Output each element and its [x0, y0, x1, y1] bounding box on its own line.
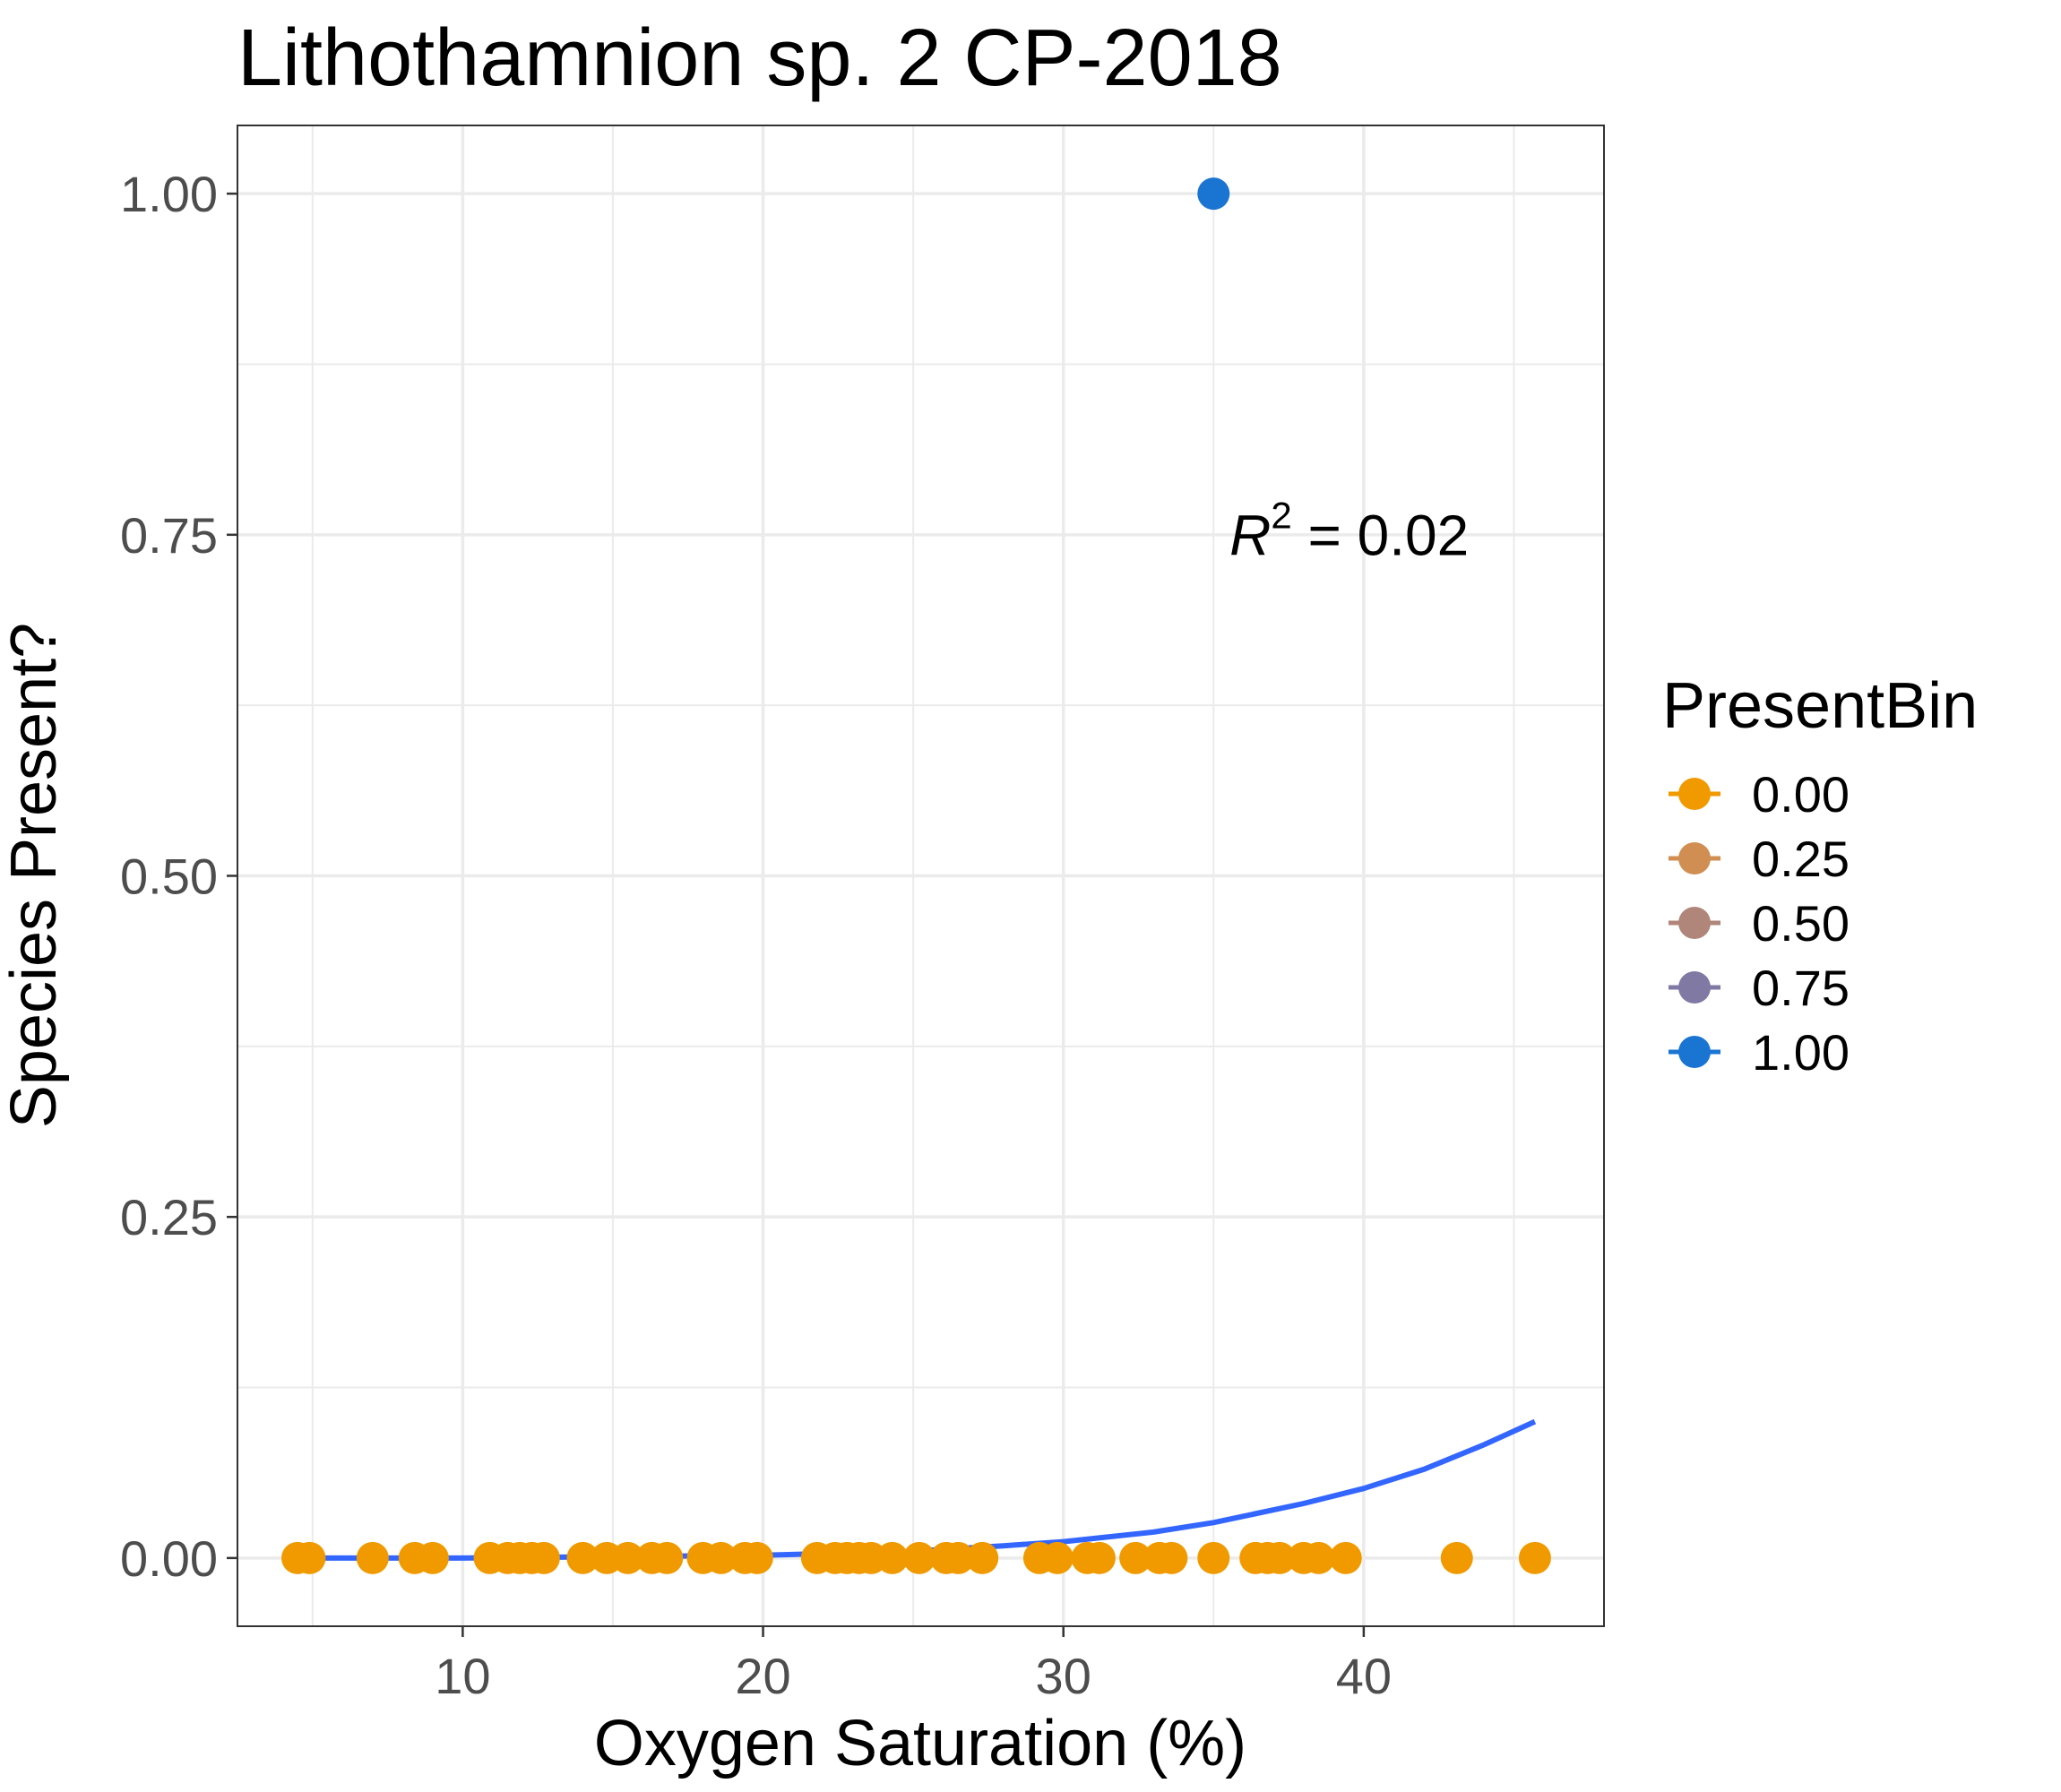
plot-panel: R2 = 0.02	[237, 125, 1605, 1627]
data-point-0-35	[1155, 1541, 1188, 1574]
legend: PresentBin 0.00 0.25 0.50 0.75 1.00	[1662, 670, 1978, 1081]
data-point-0-27	[942, 1541, 975, 1574]
x-tick-label-0: 10	[435, 1648, 490, 1704]
data-point-0-41	[1302, 1541, 1335, 1574]
data-point-0-10	[566, 1541, 599, 1574]
data-point-0-9	[527, 1541, 560, 1574]
legend-key-2	[1678, 907, 1711, 939]
y-tick-label-3: 0.75	[120, 507, 218, 564]
x-tick-label-1: 20	[735, 1648, 790, 1704]
chart-title: Lithothamnion sp. 2 CP-2018	[237, 13, 1282, 103]
legend-entry-4: 1.00	[1669, 1024, 1850, 1081]
data-point-0-16	[704, 1541, 737, 1574]
legend-label-1: 0.25	[1752, 831, 1850, 887]
data-point-0-25	[902, 1541, 936, 1574]
y-tick-label-1: 0.25	[120, 1189, 218, 1245]
data-point-0-1	[293, 1541, 326, 1574]
r-squared-exponent: 2	[1271, 495, 1291, 537]
y-tick-label-2: 0.50	[120, 849, 218, 905]
data-point-0-28	[966, 1541, 999, 1574]
data-points	[281, 177, 1551, 1574]
legend-entry-2: 0.50	[1669, 895, 1850, 952]
r-squared-annotation: R2 = 0.02	[1229, 495, 1469, 568]
legend-label-3: 0.75	[1752, 960, 1850, 1016]
legend-entry-3: 0.75	[1669, 960, 1850, 1016]
legend-label-0: 0.00	[1752, 766, 1850, 823]
x-tick-label-3: 40	[1336, 1648, 1392, 1704]
data-point-0-4	[416, 1541, 449, 1574]
legend-key-3	[1678, 971, 1711, 1004]
legend-key-4	[1678, 1036, 1711, 1068]
legend-key-0	[1678, 778, 1711, 810]
legend-entry-0: 0.00	[1669, 766, 1850, 823]
y-axis: 0.00 0.25 0.50 0.75 1.00	[120, 166, 237, 1587]
x-tick-label-2: 30	[1036, 1648, 1091, 1704]
legend-label-4: 1.00	[1752, 1024, 1850, 1081]
data-point-0-43	[1440, 1541, 1473, 1574]
data-point-0-36	[1197, 1541, 1230, 1574]
r-squared-symbol: R	[1229, 504, 1271, 568]
r-squared-value: = 0.02	[1292, 504, 1470, 568]
data-point-0-18	[740, 1541, 773, 1574]
data-point-0-12	[611, 1541, 644, 1574]
data-point-0-30	[1041, 1541, 1074, 1574]
data-point-0-42	[1329, 1541, 1362, 1574]
legend-title: PresentBin	[1662, 670, 1978, 742]
legend-label-2: 0.50	[1752, 895, 1850, 952]
legend-key-1	[1678, 842, 1711, 874]
data-point-0-2	[356, 1541, 389, 1574]
y-tick-label-0: 0.00	[120, 1530, 218, 1587]
data-point-0-32	[1082, 1541, 1116, 1574]
data-point-0-33	[1119, 1541, 1152, 1574]
data-point-0-39	[1263, 1541, 1297, 1574]
x-axis: 10 20 30 40	[435, 1626, 1392, 1704]
legend-entry-1: 0.25	[1669, 831, 1850, 887]
data-point-1-0	[1197, 177, 1230, 211]
x-axis-title: Oxygen Saturation (%)	[594, 1708, 1246, 1779]
y-axis-title: Species Present?	[0, 623, 70, 1128]
y-tick-label-4: 1.00	[120, 166, 218, 222]
data-point-0-14	[651, 1541, 684, 1574]
data-point-0-24	[875, 1541, 909, 1574]
major-grid	[237, 125, 1604, 1626]
data-point-0-44	[1518, 1541, 1551, 1574]
